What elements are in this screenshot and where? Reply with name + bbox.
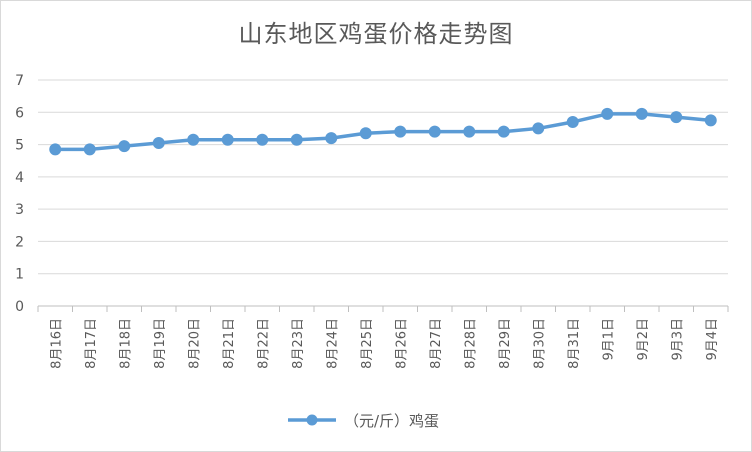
x-tick-label: 8月18日: [118, 318, 133, 369]
data-point: [325, 132, 338, 145]
data-point: [428, 125, 441, 138]
x-tick-label: 8月21日: [222, 318, 237, 369]
y-tick-label: 0: [15, 299, 24, 315]
data-point: [601, 107, 614, 120]
chart-title: 山东地区鸡蛋价格走势图: [238, 20, 514, 48]
y-tick-label: 6: [15, 105, 24, 121]
legend-marker: [306, 414, 318, 426]
data-point: [704, 114, 717, 127]
y-tick-label: 5: [15, 138, 24, 154]
data-point: [290, 133, 303, 146]
grid-lines: [38, 79, 728, 275]
data-point: [83, 143, 96, 156]
data-point: [394, 125, 407, 138]
data-point: [118, 140, 131, 153]
data-point: [635, 107, 648, 120]
y-tick-label: 7: [15, 73, 24, 89]
data-point: [359, 127, 372, 140]
x-tick-label: 8月30日: [532, 318, 547, 369]
x-tick-label: 8月26日: [394, 318, 409, 369]
x-tick-label: 9月2日: [636, 318, 651, 361]
y-tick-label: 4: [15, 170, 24, 186]
x-tick-label: 8月16日: [49, 318, 64, 369]
data-point: [670, 111, 683, 124]
series-layer: [49, 107, 717, 156]
legend-label: （元/斤）鸡蛋: [344, 412, 439, 430]
data-point: [566, 115, 579, 128]
x-tick-label: 8月23日: [291, 318, 306, 369]
legend: （元/斤）鸡蛋: [288, 412, 439, 430]
x-axis: [37, 305, 729, 312]
y-tick-label: 1: [15, 267, 24, 283]
x-tick-label: 8月19日: [153, 318, 168, 369]
x-tick-label: 8月22日: [256, 318, 271, 369]
x-tick-label: 8月31日: [567, 318, 582, 369]
data-point: [256, 133, 269, 146]
x-tick-label: 8月27日: [429, 318, 444, 369]
x-tick-label: 8月24日: [325, 318, 340, 369]
data-point: [532, 122, 545, 135]
data-point: [187, 133, 200, 146]
data-point: [463, 125, 476, 138]
data-point: [152, 136, 165, 149]
y-tick-label: 3: [15, 202, 24, 218]
x-tick-label: 8月20日: [187, 318, 202, 369]
y-tick-label: 2: [15, 234, 24, 250]
x-tick-label: 9月1日: [601, 318, 616, 361]
x-tick-label: 8月29日: [498, 318, 513, 369]
x-tick-label: 8月25日: [360, 318, 375, 369]
y-axis-ticks: 0 1 2 3 4 5 6 7: [15, 73, 24, 315]
data-point: [221, 133, 234, 146]
x-tick-label: 8月28日: [463, 318, 478, 369]
data-point: [49, 143, 62, 156]
x-axis-ticks: 8月16日 8月17日 8月18日 8月19日 8月20日 8月21日 8月22日 8月23日…: [49, 318, 720, 369]
x-tick-label: 8月17日: [84, 318, 99, 369]
x-tick-label: 9月4日: [705, 318, 720, 361]
x-tick-label: 9月3日: [670, 318, 685, 361]
data-point: [497, 125, 510, 138]
